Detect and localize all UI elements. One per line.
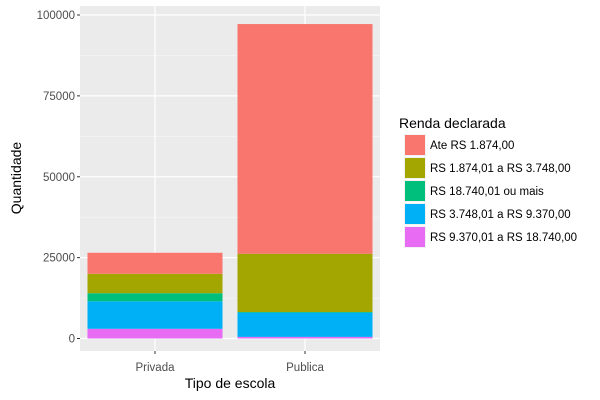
legend-label: RS 18.740,01 ou mais	[430, 186, 544, 198]
legend-swatch	[405, 158, 425, 178]
x-tick-label: Privada	[136, 362, 176, 374]
legend-label: Ate RS 1.874,00	[430, 140, 514, 152]
legend-swatch	[405, 204, 425, 224]
legend-title: Renda declarada	[399, 115, 506, 131]
bar-segment	[237, 336, 373, 339]
legend-swatch	[405, 181, 425, 201]
legend-swatch	[405, 135, 425, 155]
bar-segment	[237, 253, 373, 312]
x-tick-label: Publica	[286, 362, 324, 374]
bar-segment	[87, 301, 223, 329]
legend-swatch	[405, 227, 425, 247]
y-tick-label: 25000	[43, 253, 75, 265]
bar-segment	[87, 293, 223, 302]
x-axis-title: Tipo de escola	[185, 375, 276, 391]
y-tick-label: 75000	[43, 91, 75, 103]
legend-label: RS 1.874,01 a RS 3.748,00	[430, 163, 571, 175]
bar-segment	[87, 252, 223, 274]
bar-segment	[237, 24, 373, 254]
legend-label: RS 9.370,01 a RS 18.740,00	[430, 232, 577, 244]
bar-segment	[237, 311, 373, 313]
y-tick-label: 50000	[43, 172, 75, 184]
legend: Renda declarada Ate RS 1.874,00 RS 1.874,…	[399, 115, 577, 248]
bar-segment	[87, 273, 223, 294]
legend-items: Ate RS 1.874,00 RS 1.874,01 a RS 3.748,00…	[404, 134, 577, 248]
bar-segment	[87, 328, 223, 339]
y-tick-label: 100000	[37, 10, 75, 22]
bar-segment	[237, 312, 373, 337]
bars-group	[87, 24, 373, 339]
legend-label: RS 3.748,01 a RS 9.370,00	[430, 209, 571, 221]
y-axis-title: Quantidade	[8, 142, 24, 215]
x-axis: Privada Publica	[136, 351, 324, 374]
y-axis: 0 25000 50000 75000 100000	[37, 10, 80, 346]
y-tick-label: 0	[69, 334, 75, 346]
